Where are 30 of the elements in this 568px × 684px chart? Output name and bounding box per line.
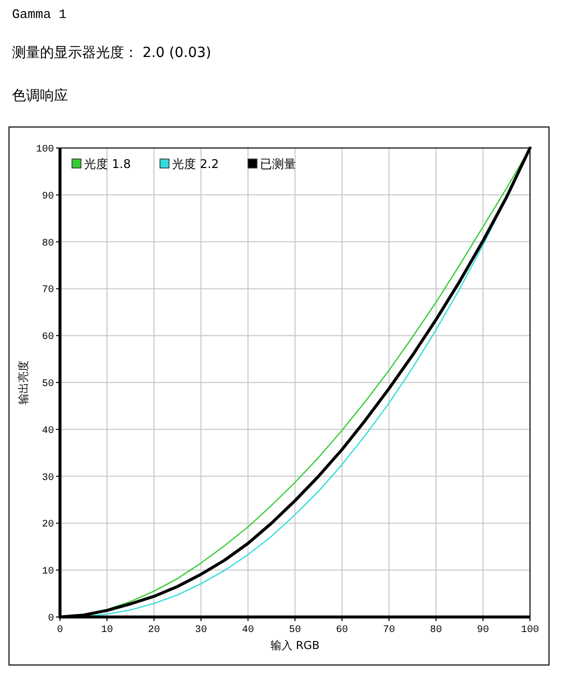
x-tick-label: 40 xyxy=(242,625,254,636)
chart-title: Gamma 1 xyxy=(12,7,67,22)
y-tick-label: 30 xyxy=(42,472,54,484)
y-tick-label: 80 xyxy=(42,238,54,250)
legend-label: 光度 1.8 xyxy=(84,157,131,171)
y-tick-label: 70 xyxy=(42,285,54,296)
x-tick-label: 50 xyxy=(288,625,302,636)
x-tick-label: 90 xyxy=(476,625,490,636)
x-axis-title: 输入 RGB xyxy=(270,639,320,652)
x-tick-label: 80 xyxy=(430,625,442,636)
x-tick-label: 0 xyxy=(56,625,64,636)
y-tick-label: 40 xyxy=(42,426,54,437)
text: 色调响应 xyxy=(12,88,68,104)
y-tick-label: 0 xyxy=(48,614,54,624)
y-tick-label: 60 xyxy=(42,332,54,344)
y-axis-title: 输出亮度 xyxy=(17,360,30,404)
x-tick-label: 100 xyxy=(520,625,540,636)
y-tick-label: 10 xyxy=(42,566,54,578)
y-tick-label: 50 xyxy=(42,379,54,390)
y-tick-label: 20 xyxy=(42,520,54,531)
legend-label: 光度 2.2 xyxy=(172,157,219,171)
x-tick-label: 30 xyxy=(194,625,208,636)
x-tick-label: 60 xyxy=(336,625,348,636)
y-tick-label: 100 xyxy=(36,144,54,156)
x-tick-label: 20 xyxy=(148,625,160,636)
y-tick-label: 90 xyxy=(42,191,54,202)
x-tick-label: 70 xyxy=(382,625,396,636)
x-tick-label: 10 xyxy=(100,625,114,636)
legend-label: 已测量 xyxy=(260,157,296,171)
chart-subtitle: 测量的显示器光度： 2.0 (0.03) xyxy=(12,45,212,61)
